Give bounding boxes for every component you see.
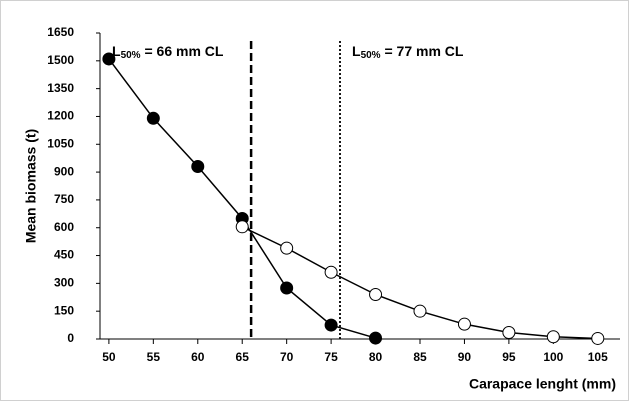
- data-point: [457, 317, 471, 331]
- data-point: [413, 304, 427, 318]
- data-point: [191, 160, 205, 174]
- y-tick-label: 600: [54, 220, 74, 234]
- data-point: [591, 331, 605, 345]
- x-tick-label: 95: [502, 350, 516, 364]
- data-point: [280, 241, 294, 255]
- x-tick-label: 85: [413, 350, 427, 364]
- y-tick-label: 750: [54, 192, 74, 206]
- data-point: [324, 265, 338, 279]
- x-tick-label: 80: [369, 350, 383, 364]
- data-point: [502, 326, 516, 340]
- x-tick-label: 100: [543, 350, 563, 364]
- annotation-rest: = 77 mm CL: [381, 43, 464, 59]
- x-tick-label: 60: [191, 350, 205, 364]
- y-tick-label: 1200: [47, 109, 74, 123]
- annotation: L50% = 66 mm CL: [112, 43, 224, 61]
- y-tick-label: 300: [54, 276, 74, 290]
- annotation-main: L: [112, 43, 121, 59]
- y-tick-label: 1050: [47, 136, 74, 150]
- data-point: [146, 111, 160, 125]
- x-tick-label: 75: [324, 350, 338, 364]
- annotation-main: L: [352, 43, 361, 59]
- y-tick-label: 1500: [47, 53, 74, 67]
- annotation-sub: 50%: [121, 50, 141, 61]
- y-tick-label: 150: [54, 303, 74, 317]
- x-tick-label: 65: [236, 350, 250, 364]
- data-point: [369, 331, 383, 345]
- x-tick-label: 105: [588, 350, 608, 364]
- annotation: L50% = 77 mm CL: [352, 43, 464, 61]
- x-axis-label: Carapace lenght (mm): [469, 376, 616, 392]
- annotation-sub: 50%: [361, 50, 381, 61]
- x-tick-label: 55: [147, 350, 161, 364]
- y-tick-label: 0: [67, 331, 74, 345]
- y-tick-label: 900: [54, 164, 74, 178]
- annotation-rest: = 66 mm CL: [141, 43, 224, 59]
- y-tick-label: 1350: [47, 81, 74, 95]
- x-tick-label: 90: [458, 350, 472, 364]
- data-point: [235, 220, 249, 234]
- y-tick-label: 1650: [47, 25, 74, 39]
- data-point: [102, 52, 116, 66]
- x-tick-label: 70: [280, 350, 294, 364]
- y-tick-label: 450: [54, 248, 74, 262]
- data-point: [280, 281, 294, 295]
- data-point: [324, 318, 338, 332]
- data-point: [546, 330, 560, 344]
- y-axis-label: Mean biomass (t): [23, 129, 39, 243]
- data-point: [369, 287, 383, 301]
- x-tick-label: 50: [102, 350, 116, 364]
